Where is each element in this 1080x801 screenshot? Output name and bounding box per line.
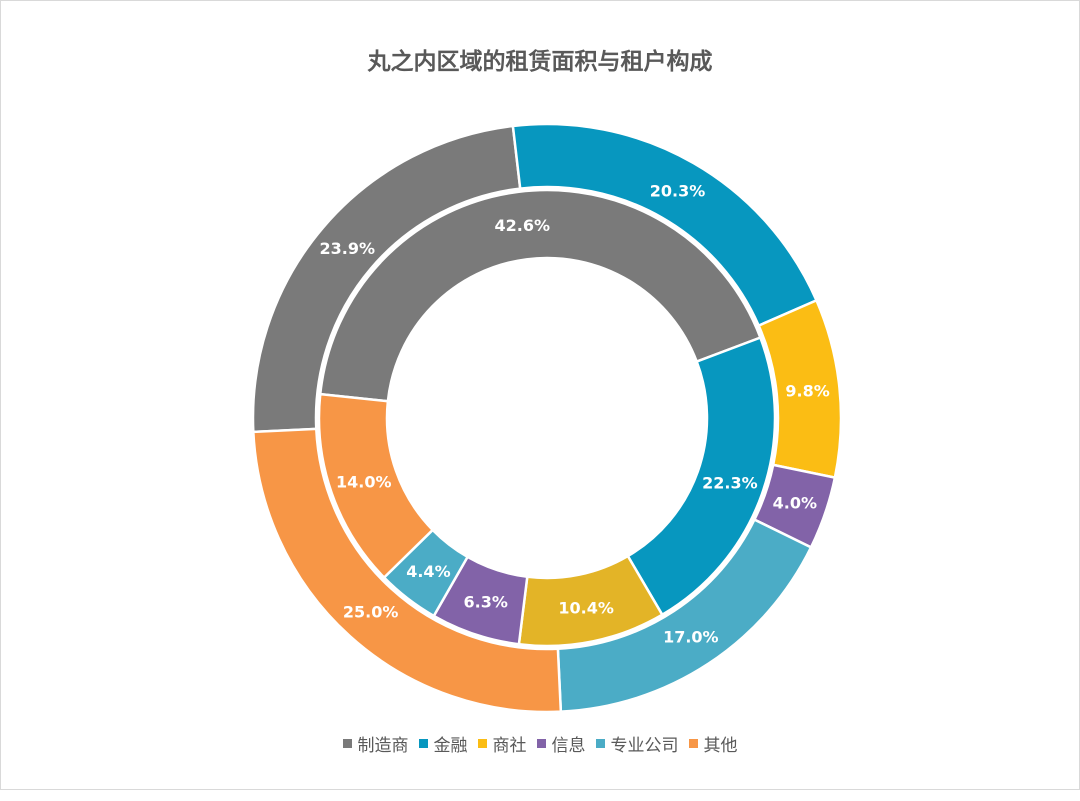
legend-item-0: 制造商 (342, 731, 409, 756)
legend-swatch-5 (688, 739, 698, 748)
legend-label-2: 商社 (492, 736, 527, 756)
legend-item-2: 商社 (477, 731, 527, 756)
inner-label-4: 4.4% (406, 562, 450, 581)
legend-item-1: 金融 (418, 731, 468, 756)
legend-label-0: 制造商 (357, 736, 409, 756)
inner-label-0: 42.6% (495, 216, 551, 235)
legend-swatch-1 (418, 739, 428, 748)
outer-slice-5 (252, 427, 563, 714)
inner-slice-0 (318, 188, 762, 403)
chart-title: 丸之内区域的租赁面积与租户构成 (367, 49, 713, 75)
legend-item-5: 其他 (688, 731, 738, 756)
outer-label-2: 9.8% (785, 381, 829, 400)
inner-label-2: 10.4% (558, 599, 614, 618)
inner-label-3: 6.3% (464, 593, 508, 612)
outer-label-5: 25.0% (343, 602, 399, 621)
legend-label-1: 金融 (433, 736, 468, 756)
inner-slice-5 (317, 392, 435, 580)
inner-label-1: 22.3% (702, 473, 758, 492)
outer-label-4: 17.0% (663, 627, 719, 646)
legend-label-4: 专业公司 (610, 736, 679, 756)
legend-swatch-3 (536, 739, 546, 748)
legend-swatch-0 (342, 739, 352, 748)
legend-label-5: 其他 (703, 736, 738, 756)
outer-label-3: 4.0% (773, 493, 817, 512)
legend-swatch-2 (477, 739, 487, 748)
inner-label-5: 14.0% (336, 472, 392, 491)
legend-item-4: 专业公司 (595, 731, 679, 756)
legend-item-3: 信息 (536, 731, 586, 756)
outer-label-0: 23.9% (319, 239, 375, 258)
outer-label-1: 20.3% (650, 181, 706, 200)
legend-swatch-4 (595, 739, 605, 748)
legend-label-3: 信息 (551, 736, 586, 756)
chart-legend: 制造商 金融 商社 信息 专业公司 其他 (0, 731, 1080, 756)
